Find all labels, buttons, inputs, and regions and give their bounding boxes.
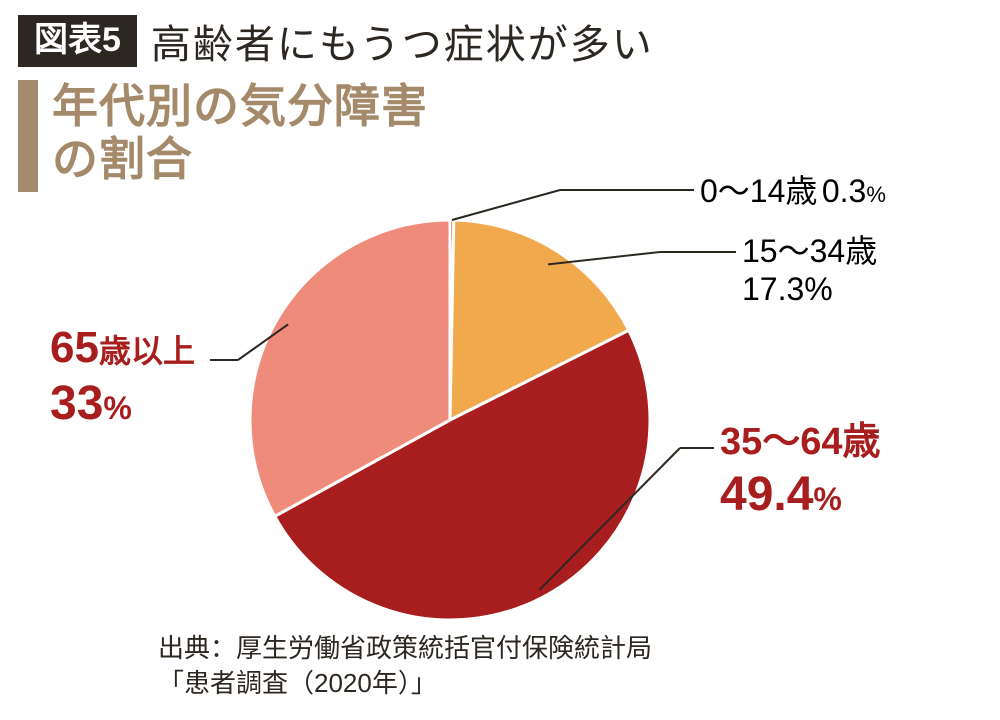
- callout-0-14: 0〜14歳 0.3%: [700, 172, 886, 210]
- callout-15-34: 15〜34歳 17.3%: [742, 232, 877, 309]
- callout-15-34-age: 15〜34歳: [742, 233, 877, 269]
- callout-0-14-pct: 0.3: [822, 173, 866, 209]
- callout-65plus-age-suf: 歳以上: [99, 333, 195, 369]
- chart-area: 0〜14歳 0.3% 15〜34歳 17.3% 35〜64歳 49.4% 65歳…: [0, 0, 1000, 715]
- percent-glyph-2: %: [813, 481, 841, 517]
- callout-65plus-pct: 33: [50, 377, 103, 430]
- callout-35-64-pct: 49.4: [720, 468, 813, 521]
- source-citation: 出典：厚生労働省政策統括官付保険統計局 「患者調査（2020年）」: [158, 631, 652, 701]
- callout-35-64: 35〜64歳 49.4%: [720, 420, 881, 523]
- callout-15-34-pct: 17.3%: [742, 271, 833, 307]
- callout-65plus: 65歳以上 33%: [50, 322, 195, 432]
- callout-65plus-age-num: 65: [50, 323, 99, 372]
- callout-35-64-age: 35〜64歳: [720, 421, 881, 463]
- source-line2: 「患者調査（2020年）」: [158, 668, 437, 698]
- percent-glyph-3: %: [103, 390, 131, 426]
- leader-0a: [452, 190, 560, 220]
- callout-0-14-age: 0〜14歳: [700, 173, 817, 209]
- percent-glyph-0: %: [866, 182, 886, 207]
- source-line1: 出典：厚生労働省政策統括官付保険統計局: [158, 633, 652, 663]
